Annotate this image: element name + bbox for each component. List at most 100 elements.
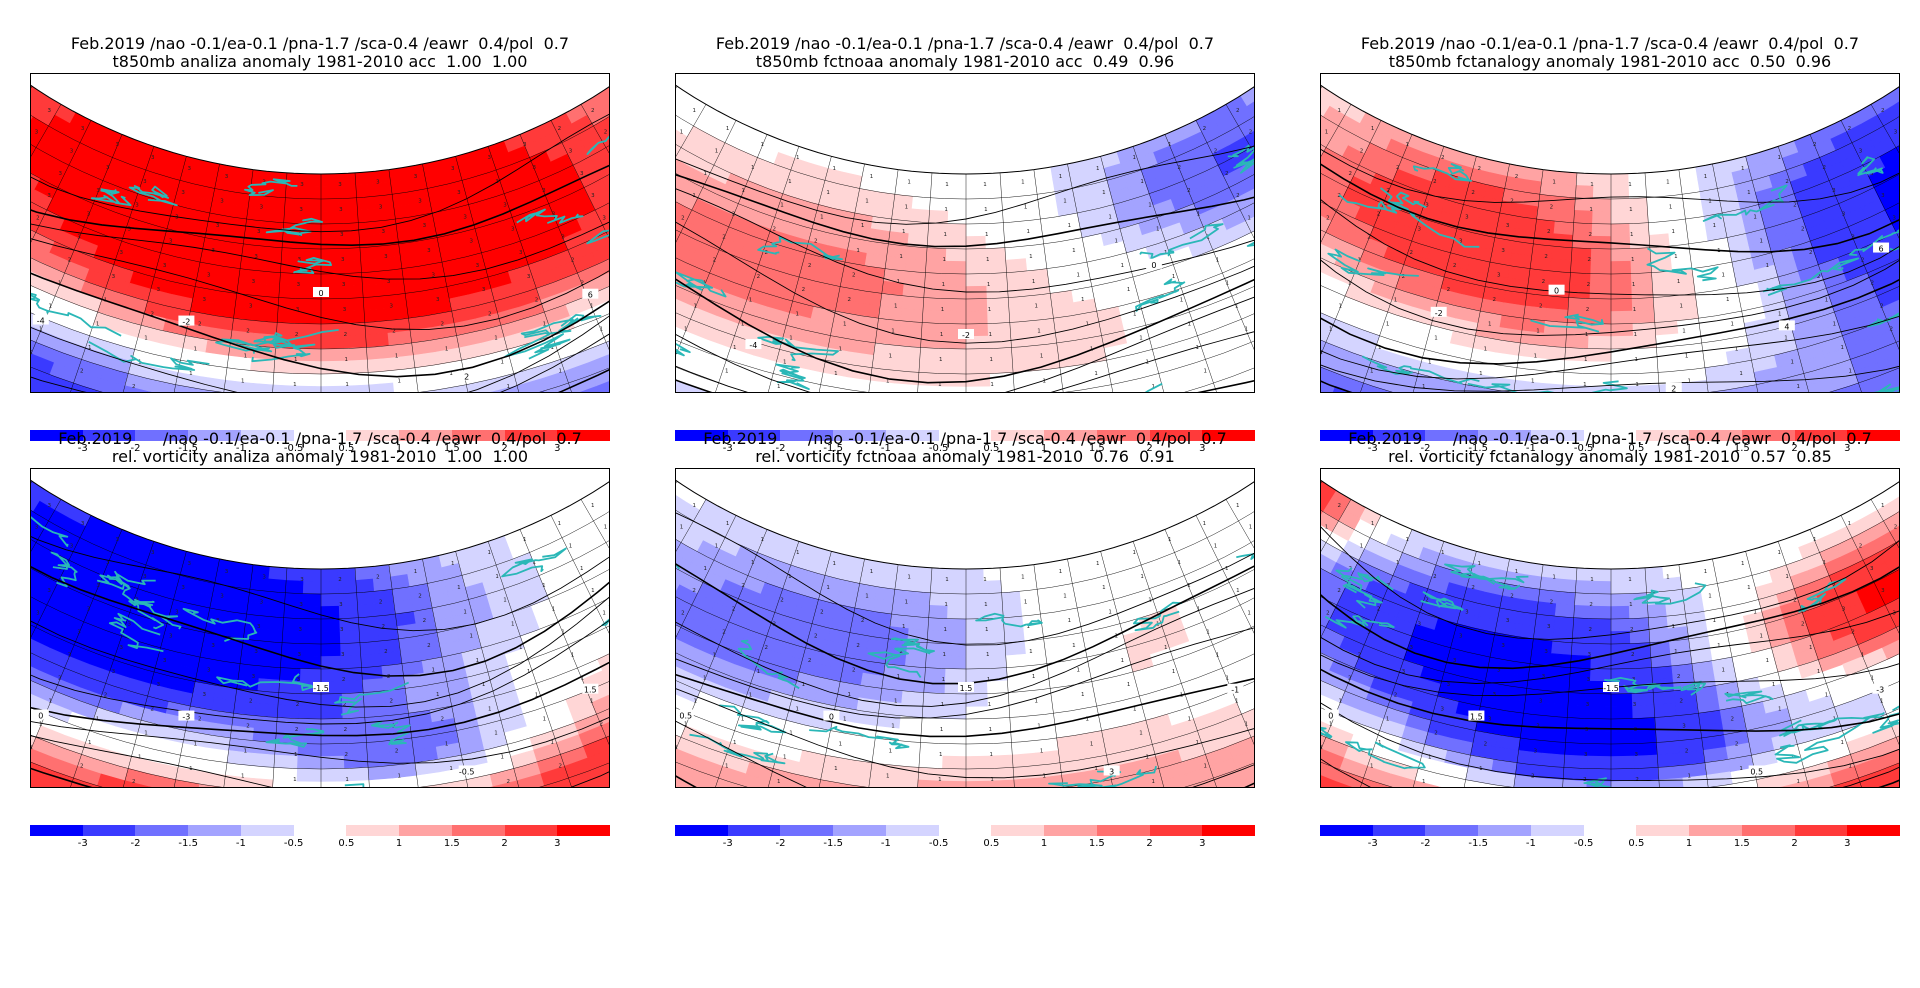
colorbar-swatch	[1478, 825, 1532, 836]
svg-text:2: 2	[488, 311, 492, 317]
colorbar-swatch	[82, 430, 136, 441]
svg-text:1: 1	[1630, 232, 1634, 238]
svg-text:1: 1	[780, 203, 784, 209]
svg-text:2: 2	[571, 258, 575, 264]
svg-text:1: 1	[990, 382, 994, 388]
svg-text:1: 1	[1081, 297, 1085, 303]
svg-text:2: 2	[604, 130, 608, 136]
panel-title-line1: Feb.2019 /nao -0.1/ea-0.1 /pna-1.7 /sca-…	[70, 34, 570, 53]
svg-text:2: 2	[198, 322, 202, 328]
colorbar-swatch	[1478, 430, 1532, 441]
svg-text:3: 3	[487, 155, 491, 161]
svg-text:1: 1	[1484, 346, 1488, 352]
svg-text:2: 2	[1326, 216, 1330, 222]
svg-text:3: 3	[523, 142, 527, 148]
svg-text:1: 1	[449, 371, 453, 377]
svg-text:1: 1	[1132, 155, 1136, 161]
svg-text:2: 2	[1588, 257, 1592, 263]
svg-text:1: 1	[1037, 329, 1041, 335]
svg-text:3: 3	[207, 273, 211, 279]
svg-text:2: 2	[1587, 282, 1591, 288]
svg-text:1: 1	[345, 357, 349, 363]
svg-text:1: 1	[1152, 384, 1156, 390]
svg-text:1: 1	[693, 108, 697, 114]
svg-text:1: 1	[1172, 274, 1176, 280]
contour-label: -1.5	[313, 684, 329, 693]
colorbar: -3 -2 -1.5 -1 -0.5 0.5 1 1.5 2 3	[30, 430, 611, 460]
svg-text:2: 2	[681, 216, 685, 222]
svg-text:1: 1	[990, 357, 994, 363]
svg-text:1: 1	[500, 360, 504, 366]
svg-text:2: 2	[1813, 142, 1817, 148]
colorbar-swatch	[188, 430, 242, 441]
svg-text:1: 1	[751, 165, 755, 171]
panel-title-line2: t850mb fctanalogy anomaly 1981-2010 acc …	[1388, 52, 1832, 71]
svg-text:1: 1	[1479, 371, 1483, 377]
svg-text:3: 3	[340, 232, 344, 238]
anomaly-map: 1 1 1 1 1 1 1 1 1 1 1 1 1 1 1 1 1 1 1 1 1 1 1 1 1 1 2 2 1 1 1 1 1 1 1 1 1 1 1 2…	[1321, 74, 1900, 394]
svg-text:3: 3	[343, 307, 347, 313]
svg-text:2: 2	[1471, 190, 1475, 196]
svg-text:1: 1	[1133, 311, 1137, 317]
svg-text:2: 2	[1236, 193, 1240, 199]
svg-text:3: 3	[1859, 149, 1863, 155]
colorbar-swatch	[1689, 430, 1743, 441]
svg-text:2: 2	[1447, 287, 1451, 293]
svg-text:3: 3	[203, 297, 207, 303]
svg-text:2: 2	[440, 322, 444, 328]
colorbar-tick-label: -1	[1525, 443, 1536, 454]
svg-text:3: 3	[257, 229, 261, 235]
colorbar-tick-label: -1	[235, 838, 246, 849]
svg-text:1: 1	[715, 149, 719, 155]
svg-text:1: 1	[865, 199, 869, 205]
contour-label: 6	[588, 291, 593, 300]
svg-text:1: 1	[445, 346, 449, 352]
colorbar-swatch	[557, 430, 611, 441]
panel-title-line2: t850mb fctnoaa anomaly 1981-2010 acc 0.4…	[755, 52, 1175, 71]
svg-text:2: 2	[1870, 281, 1874, 287]
svg-text:2: 2	[1793, 203, 1797, 209]
svg-text:2: 2	[1249, 130, 1253, 136]
svg-text:1: 1	[897, 279, 901, 285]
contour-label: 0	[1554, 287, 1559, 296]
colorbar: -3 -2 -1.5 -1 -0.5 0.5 1 1.5 2 3	[1320, 825, 1901, 855]
svg-text:1: 1	[609, 350, 610, 356]
svg-text:1: 1	[551, 345, 555, 351]
svg-text:1: 1	[839, 346, 843, 352]
svg-text:1: 1	[1386, 321, 1390, 327]
svg-text:1: 1	[905, 204, 909, 210]
svg-text:1: 1	[843, 322, 847, 328]
svg-text:2: 2	[1899, 350, 1900, 356]
svg-text:3: 3	[519, 250, 523, 256]
colorbar-tick-label: 3	[554, 443, 561, 454]
svg-text:3: 3	[254, 254, 258, 260]
svg-text:1: 1	[1211, 393, 1215, 394]
map-panel-4: Feb.2019 /nao -0.1/ea-0.1 /pna-1.7 /sca-…	[20, 430, 620, 900]
svg-text:2: 2	[566, 393, 570, 394]
svg-text:3: 3	[1501, 248, 1505, 254]
svg-text:2: 2	[1550, 204, 1554, 210]
svg-text:2: 2	[1880, 304, 1884, 310]
colorbar-swatch	[1044, 825, 1098, 836]
svg-text:3: 3	[299, 207, 303, 213]
colorbar-tick-label: -1	[880, 838, 891, 849]
colorbar-swatch	[1425, 430, 1479, 441]
svg-text:3: 3	[157, 287, 161, 293]
svg-text:1: 1	[1688, 378, 1692, 384]
colorbar-swatch	[1320, 825, 1374, 836]
contour-label: 4	[1784, 322, 1789, 331]
svg-text:1: 1	[1063, 199, 1067, 205]
contour-label: -3	[1876, 686, 1884, 695]
svg-text:3: 3	[151, 155, 155, 161]
svg-text:3: 3	[339, 207, 343, 213]
svg-text:3: 3	[384, 254, 388, 260]
svg-text:1: 1	[1677, 279, 1681, 285]
contour-label: 0	[318, 289, 323, 298]
svg-text:2: 2	[1362, 393, 1366, 394]
svg-text:1: 1	[1531, 378, 1535, 384]
svg-text:1: 1	[395, 353, 399, 359]
colorbar-swatch	[780, 825, 834, 836]
svg-text:1: 1	[725, 369, 729, 375]
svg-text:1: 1	[1428, 360, 1432, 366]
colorbar-tick-label: -3	[1367, 443, 1378, 454]
